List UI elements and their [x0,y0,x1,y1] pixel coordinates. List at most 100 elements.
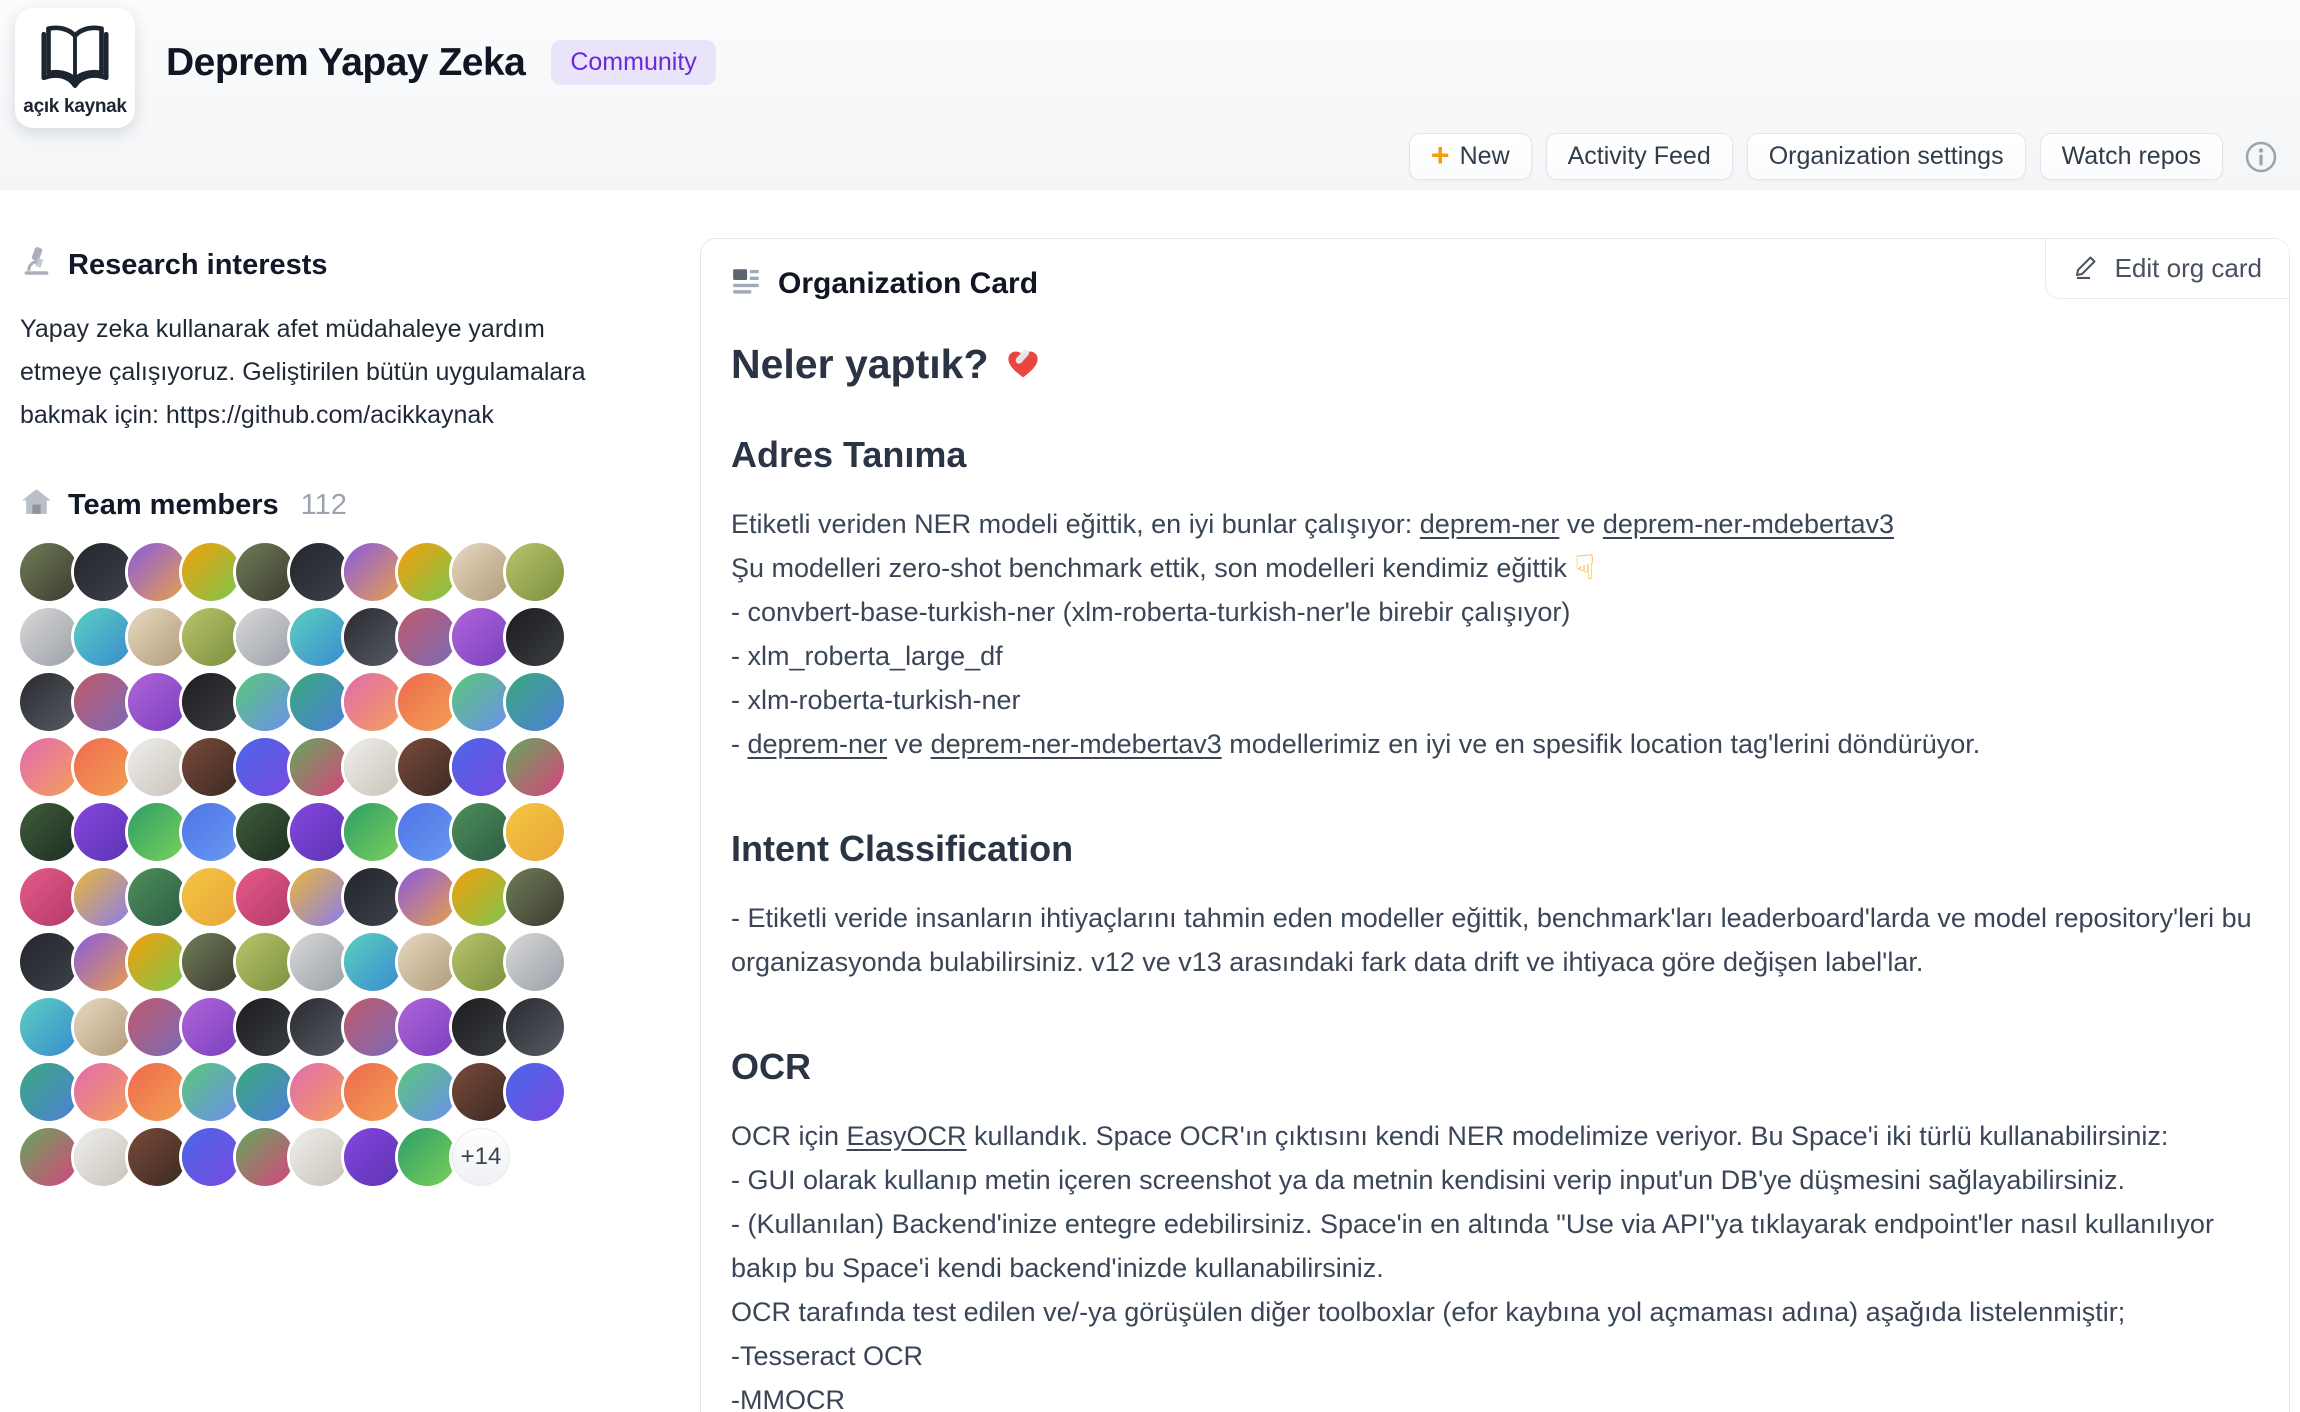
member-avatar[interactable] [74,1063,132,1121]
member-avatar[interactable] [182,998,240,1056]
member-avatar[interactable] [236,933,294,991]
member-avatar[interactable] [20,803,78,861]
member-avatar[interactable] [74,608,132,666]
member-avatar[interactable] [398,543,456,601]
member-avatar[interactable] [290,608,348,666]
member-avatar[interactable] [344,998,402,1056]
member-avatar[interactable] [506,543,564,601]
member-avatar[interactable] [398,998,456,1056]
member-avatar[interactable] [506,673,564,731]
member-avatar[interactable] [398,673,456,731]
edit-org-card-button[interactable]: Edit org card [2044,239,2289,299]
member-avatar[interactable] [290,868,348,926]
member-avatar[interactable] [290,933,348,991]
member-avatar[interactable] [506,608,564,666]
member-avatar[interactable] [398,803,456,861]
member-avatar[interactable] [290,673,348,731]
member-avatar[interactable] [182,543,240,601]
member-avatar[interactable] [20,1128,78,1186]
activity-feed-button[interactable]: Activity Feed [1545,133,1733,180]
member-avatar[interactable] [128,608,186,666]
member-avatar[interactable] [344,543,402,601]
member-avatar[interactable] [128,998,186,1056]
member-avatar[interactable] [128,1063,186,1121]
member-avatar[interactable] [20,673,78,731]
inline-link[interactable]: deprem-ner [1419,509,1560,539]
member-avatar[interactable] [20,998,78,1056]
member-avatar[interactable] [74,543,132,601]
member-avatar[interactable] [128,1128,186,1186]
member-avatar[interactable] [236,608,294,666]
member-avatar[interactable] [398,738,456,796]
member-avatar[interactable] [452,543,510,601]
member-avatar[interactable] [452,933,510,991]
member-avatar[interactable] [452,1063,510,1121]
member-avatar[interactable] [182,1128,240,1186]
member-avatar[interactable] [20,933,78,991]
member-avatar[interactable] [344,1128,402,1186]
member-avatar[interactable] [182,868,240,926]
inline-link[interactable]: EasyOCR [846,1121,967,1151]
member-avatar[interactable] [128,738,186,796]
member-avatar[interactable] [236,1128,294,1186]
member-avatar[interactable] [74,673,132,731]
member-avatar[interactable] [236,738,294,796]
member-avatar[interactable] [398,1128,456,1186]
member-avatar[interactable] [74,1128,132,1186]
member-avatar[interactable] [20,543,78,601]
member-avatar[interactable] [290,1063,348,1121]
info-icon[interactable] [2244,140,2278,174]
member-avatar[interactable] [182,608,240,666]
member-avatar[interactable] [20,868,78,926]
member-avatar[interactable] [344,673,402,731]
member-avatar[interactable] [20,1063,78,1121]
member-avatar[interactable] [128,543,186,601]
member-avatar[interactable] [452,738,510,796]
organization-settings-button[interactable]: Organization settings [1746,133,2026,180]
member-avatar[interactable] [128,803,186,861]
member-avatar[interactable] [236,1063,294,1121]
member-avatar[interactable] [398,608,456,666]
member-avatar[interactable] [182,738,240,796]
member-avatar[interactable] [128,673,186,731]
member-avatar[interactable] [452,803,510,861]
member-avatar[interactable] [398,933,456,991]
member-avatar[interactable] [344,738,402,796]
more-members-badge[interactable]: +14 [452,1128,510,1186]
member-avatar[interactable] [452,868,510,926]
member-avatar[interactable] [74,998,132,1056]
member-avatar[interactable] [506,803,564,861]
member-avatar[interactable] [20,738,78,796]
member-avatar[interactable] [506,1063,564,1121]
member-avatar[interactable] [506,933,564,991]
inline-link[interactable]: deprem-ner-mdebertav3 [930,729,1222,759]
member-avatar[interactable] [290,803,348,861]
member-avatar[interactable] [182,803,240,861]
inline-link[interactable]: deprem-ner [747,729,888,759]
member-avatar[interactable] [344,1063,402,1121]
member-avatar[interactable] [506,738,564,796]
member-avatar[interactable] [236,998,294,1056]
member-avatar[interactable] [74,868,132,926]
member-avatar[interactable] [344,803,402,861]
member-avatar[interactable] [236,543,294,601]
new-button[interactable]: + New [1408,133,1532,180]
member-avatar[interactable] [290,738,348,796]
member-avatar[interactable] [344,868,402,926]
inline-link[interactable]: deprem-ner-mdebertav3 [1602,509,1895,539]
member-avatar[interactable] [344,608,402,666]
member-avatar[interactable] [290,998,348,1056]
member-avatar[interactable] [20,608,78,666]
member-avatar[interactable] [344,933,402,991]
member-avatar[interactable] [398,1063,456,1121]
member-avatar[interactable] [74,738,132,796]
member-avatar[interactable] [128,868,186,926]
member-avatar[interactable] [128,933,186,991]
member-avatar[interactable] [182,1063,240,1121]
member-avatar[interactable] [506,868,564,926]
member-avatar[interactable] [74,933,132,991]
member-avatar[interactable] [236,673,294,731]
member-avatar[interactable] [74,803,132,861]
member-avatar[interactable] [398,868,456,926]
member-avatar[interactable] [452,673,510,731]
